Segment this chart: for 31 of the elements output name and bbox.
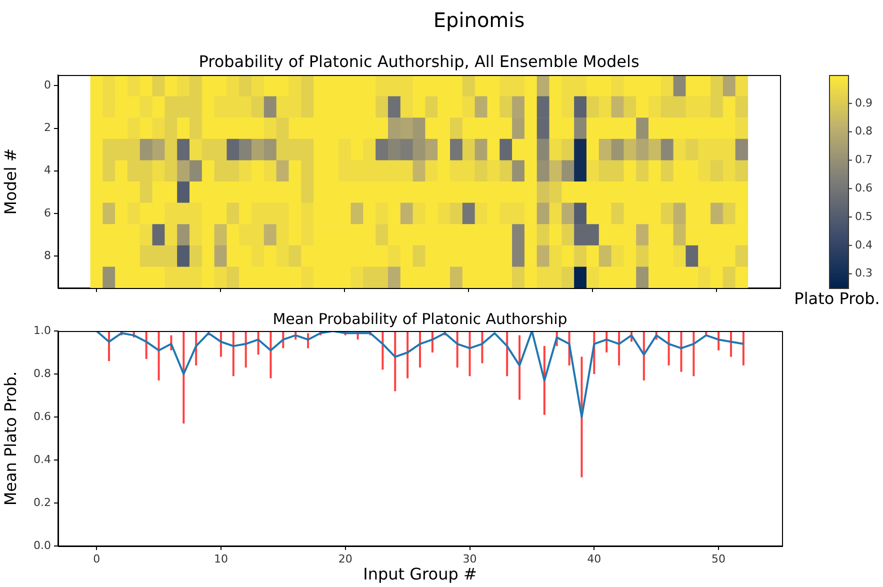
y-tick-label: 4 xyxy=(44,164,51,177)
y-tick-label: 2 xyxy=(44,121,51,134)
x-tick-label: 20 xyxy=(338,552,352,566)
color-bar-label: 0.8 xyxy=(855,124,872,138)
chart-subtitle: Probability of Platonic Authorship, All Ensemble Models xyxy=(198,52,640,72)
x-axis-title: Input Group # xyxy=(363,564,477,584)
y-tick-label: 0 xyxy=(44,78,51,92)
color-bar-label: 0.4 xyxy=(855,238,872,252)
y-tick-label: 1.0 xyxy=(34,324,51,337)
y-tick-label: 0.8 xyxy=(34,366,51,380)
y-axis-title: Mean Plato Prob. xyxy=(0,371,20,506)
y-tick-label: 8 xyxy=(44,248,51,262)
y-tick-label: 0.6 xyxy=(34,410,51,423)
chart-title: Mean Probability of Platonic Authorship xyxy=(272,310,568,328)
x-tick-label: 0 xyxy=(93,552,100,566)
color-bar-label: 0.7 xyxy=(855,153,872,166)
color-bar-title: Plato Prob. xyxy=(794,289,880,308)
chart-title: Epinomis xyxy=(433,8,525,32)
x-tick-label: 10 xyxy=(214,552,228,566)
y-axis-title: Model # xyxy=(0,148,20,215)
color-bar-label: 0.3 xyxy=(855,266,872,280)
y-tick-label: 0.2 xyxy=(34,496,51,509)
y-tick-label: 0.4 xyxy=(34,452,51,466)
color-bar-label: 0.5 xyxy=(855,210,872,223)
color-bar-label: 0.6 xyxy=(855,181,872,194)
x-tick-label: 50 xyxy=(712,552,726,566)
x-tick-label: 40 xyxy=(587,552,602,566)
x-tick-label: 30 xyxy=(462,552,477,566)
color-bar-label: 0.9 xyxy=(855,96,872,110)
y-tick-label: 0.0 xyxy=(34,538,51,552)
y-tick-label: 6 xyxy=(44,206,51,220)
